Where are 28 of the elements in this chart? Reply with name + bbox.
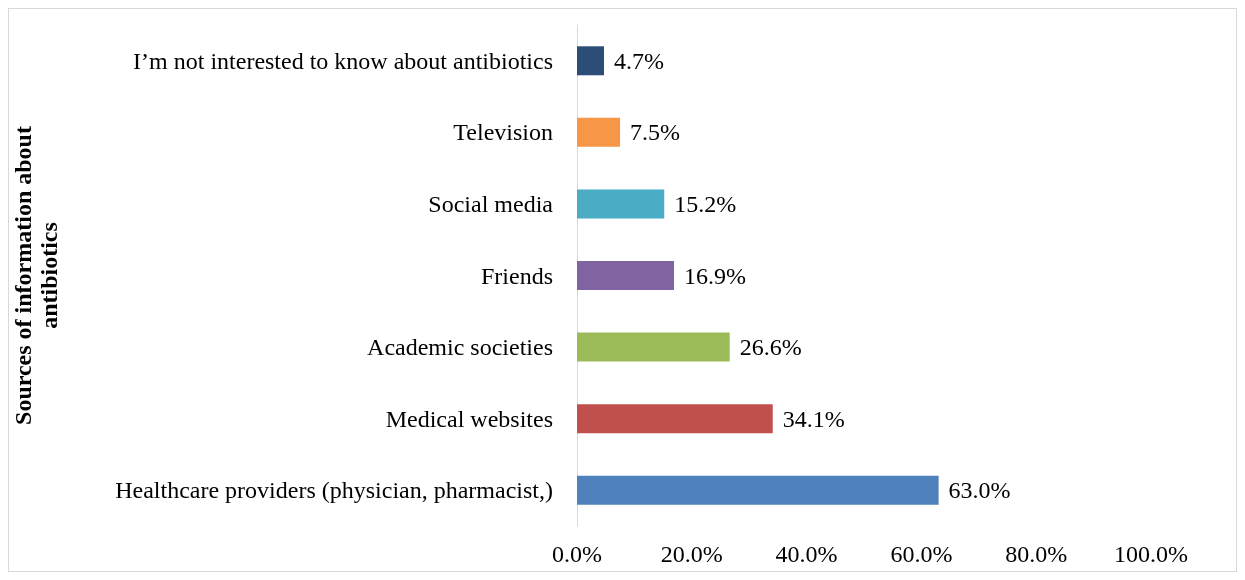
data-label: 15.2%	[674, 190, 737, 217]
y-tick-label: Friends	[481, 262, 553, 289]
bar	[577, 46, 604, 76]
x-tick-label: 40.0%	[775, 541, 838, 567]
y-tick-label: Healthcare providers (physician, pharmacist,)	[115, 477, 553, 504]
bar	[577, 117, 621, 147]
data-label: 7.5%	[630, 119, 681, 146]
data-label: 4.7%	[613, 47, 664, 74]
data-label: 34.1%	[782, 405, 845, 432]
x-tick-label: 100.0%	[1114, 541, 1188, 567]
bar	[577, 404, 773, 434]
x-tick-label: 0.0%	[552, 541, 602, 567]
bar	[577, 261, 675, 290]
y-tick-label: I’m not interested to know about antibiotics	[133, 47, 553, 74]
x-tick-label: 80.0%	[1005, 541, 1068, 567]
y-tick-label: Television	[453, 119, 553, 146]
x-tick-label: 20.0%	[660, 541, 723, 567]
bar	[577, 332, 730, 362]
y-tick-label: Medical websites	[385, 405, 553, 432]
x-tick-label: 60.0%	[890, 541, 953, 567]
bar	[577, 189, 665, 219]
data-label: 63.0%	[948, 477, 1011, 504]
data-label: 26.6%	[739, 334, 802, 361]
y-axis-title: Sources of information about antibiotics	[10, 126, 62, 425]
bar	[577, 475, 939, 505]
y-tick-label: Academic societies	[367, 334, 553, 361]
data-label: 16.9%	[684, 262, 747, 289]
y-tick-label: Social media	[428, 190, 554, 217]
